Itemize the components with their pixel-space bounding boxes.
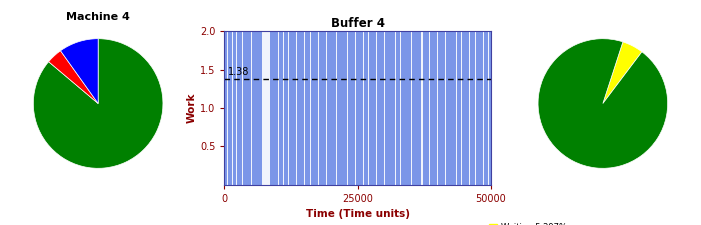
Bar <box>384 32 386 184</box>
Bar <box>376 32 377 184</box>
Title: Machine 4: Machine 4 <box>66 12 130 22</box>
Wedge shape <box>538 39 667 168</box>
Bar <box>421 32 423 184</box>
Bar <box>475 32 476 184</box>
Legend: Working 86.15%, Blocked 3.983%, Stopped 9.861%: Working 86.15%, Blocked 3.983%, Stopped … <box>13 223 101 225</box>
Bar <box>411 32 412 184</box>
Bar <box>437 32 439 184</box>
Bar <box>236 32 237 184</box>
Bar <box>368 32 369 184</box>
Wedge shape <box>603 42 642 104</box>
Bar <box>227 32 228 184</box>
Bar <box>347 32 348 184</box>
Y-axis label: Work: Work <box>187 93 197 123</box>
Bar <box>304 32 306 184</box>
Bar <box>310 32 311 184</box>
Bar <box>318 32 319 184</box>
Bar <box>283 32 284 184</box>
Wedge shape <box>48 51 98 104</box>
Bar <box>232 32 233 184</box>
Bar <box>400 32 401 184</box>
Bar <box>483 32 484 184</box>
Text: 1.38: 1.38 <box>228 67 249 77</box>
Legend: Waiting 5.297%, Working 94.70%: Waiting 5.297%, Working 94.70% <box>486 220 573 225</box>
Bar <box>488 32 489 184</box>
Bar <box>456 32 457 184</box>
Bar <box>363 32 364 184</box>
Bar <box>261 32 270 184</box>
Wedge shape <box>60 39 98 104</box>
Bar <box>395 32 396 184</box>
Bar <box>445 32 447 184</box>
Bar <box>355 32 356 184</box>
Bar <box>251 32 252 184</box>
Bar <box>288 32 290 184</box>
Bar <box>336 32 337 184</box>
Title: Buffer 4: Buffer 4 <box>330 17 385 30</box>
Wedge shape <box>34 39 163 168</box>
Bar <box>461 32 463 184</box>
Bar <box>278 32 279 184</box>
X-axis label: Time (Time units): Time (Time units) <box>306 209 409 219</box>
Bar <box>325 32 327 184</box>
